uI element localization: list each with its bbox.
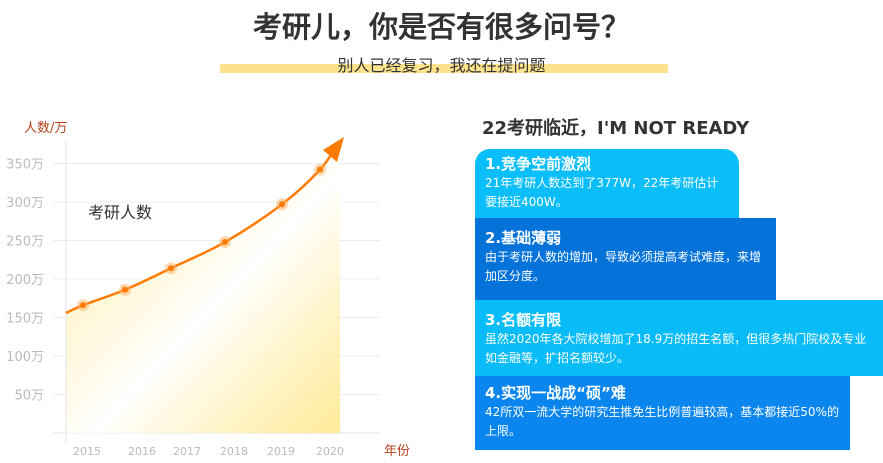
- y-tick-label: 100万: [6, 350, 44, 365]
- reason-title: 3.名额有限: [485, 311, 562, 329]
- chart-title: 考研人数: [88, 203, 152, 222]
- data-point: [222, 239, 228, 246]
- reason-card-2: 2.基础薄弱由于考研人数的增加，导致必须提高考试难度，来增加区分度。: [475, 218, 776, 300]
- y-tick-label: 300万: [6, 196, 44, 211]
- page-subtitle: 别人已经复习，我还在提问题: [337, 56, 546, 75]
- x-tick-label: 2018: [220, 445, 248, 458]
- y-tick-label: 200万: [6, 273, 44, 288]
- x-tick-label: 2015: [73, 445, 101, 458]
- x-tick-label: 2017: [173, 445, 201, 458]
- reason-title: 4.实现一战成“硕”难: [485, 384, 626, 402]
- y-tick-label: 50万: [14, 389, 44, 404]
- data-point: [317, 166, 323, 173]
- data-point: [279, 201, 285, 208]
- x-tick-label: 2016: [128, 445, 156, 458]
- reason-card-1: 1.竞争空前激烈 21年考研人数达到了377W，22年考研估计要接近400W。: [475, 149, 739, 218]
- x-tick-label: 2019: [267, 445, 295, 458]
- reason-card-3: 3.名额有限虽然2020年各大院校增加了18.9万的招生名额，但很多热门院校及专…: [475, 300, 883, 376]
- reason-title: 1.竞争空前激烈: [485, 155, 592, 173]
- y-tick-label: 350万: [6, 158, 44, 173]
- reason-text: 42所双一流大学的研究生推免生比例普遍较高，基本都接近50%的上限。: [485, 405, 839, 438]
- y-tick-label: 150万: [6, 312, 44, 327]
- area-fill: [66, 145, 340, 433]
- reason-text: 21年考研人数达到了377W，22年考研估计要接近400W。: [485, 176, 719, 209]
- y-tick-label: 250万: [6, 235, 44, 250]
- right-heading: 22考研临近，I'M NOT READY: [482, 118, 750, 139]
- y-axis-title: 人数/万: [24, 121, 67, 136]
- reason-card-4: 4.实现一战成“硕”难 42所双一流大学的研究生推免生比例普遍较高，基本都接近50…: [475, 376, 850, 450]
- data-point: [122, 286, 128, 293]
- reason-text: 由于考研人数的增加，导致必须提高考试难度，来增加区分度。: [485, 250, 762, 283]
- page-title: 考研儿，你是否有很多问号？: [252, 10, 630, 44]
- x-tick-label: 2020: [316, 445, 344, 458]
- data-point: [80, 302, 86, 309]
- applicant-chart: 50万 100万 150万 200万 250万 300万 350万 2015 2016 2017 2…: [6, 121, 410, 459]
- reason-text: 虽然2020年各大院校增加了18.9万的招生名额，但很多热门院校及专业如金融等，…: [485, 332, 867, 365]
- data-point: [168, 265, 174, 272]
- subtitle-highlight: [220, 64, 668, 73]
- arrow-head-icon: [323, 137, 344, 162]
- reason-title: 2.基础薄弱: [485, 229, 562, 247]
- x-axis-title: 年份: [384, 444, 410, 459]
